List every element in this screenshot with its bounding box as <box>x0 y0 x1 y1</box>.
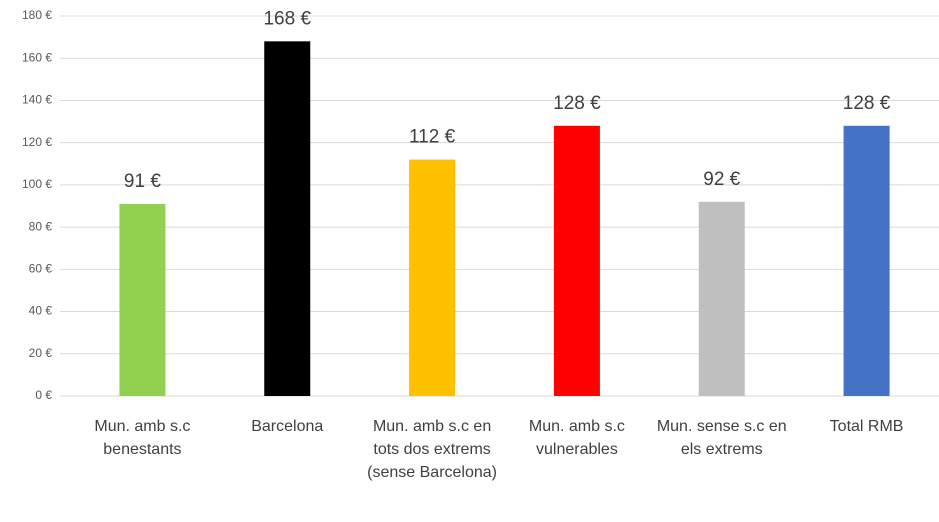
value-label: 168 € <box>263 8 311 29</box>
bar <box>698 201 745 396</box>
y-tick-label: 80 € <box>29 219 53 233</box>
y-tick-label: 0 € <box>35 388 52 402</box>
value-label: 112 € <box>409 127 456 148</box>
y-tick-label: 40 € <box>29 304 53 318</box>
bar <box>409 159 456 396</box>
bar <box>264 41 311 396</box>
x-tick-label: Mun. amb s.c en tots dos extrems (sense … <box>367 418 497 481</box>
bar <box>119 203 166 396</box>
value-label: 92 € <box>703 169 740 190</box>
value-label: 128 € <box>553 93 601 114</box>
bar <box>843 125 890 397</box>
y-tick-label: 180 € <box>22 8 52 22</box>
bar <box>553 125 600 397</box>
value-label: 91 € <box>124 171 161 192</box>
x-tick-label: Mun. sense s.c en els extrems <box>656 418 787 458</box>
x-tick-label: Total RMB <box>829 418 904 435</box>
y-tick-label: 20 € <box>29 346 53 360</box>
x-tick-label: Mun. amb s.c benestants <box>94 418 191 458</box>
y-tick-label: 120 € <box>22 135 52 149</box>
x-tick-label: Mun. amb s.c vulnerables <box>528 418 625 458</box>
y-tick-label: 60 € <box>29 262 53 276</box>
y-tick-label: 140 € <box>22 93 52 107</box>
x-tick-label: Barcelona <box>251 418 324 435</box>
value-label: 128 € <box>843 93 891 114</box>
y-tick-label: 160 € <box>22 50 52 64</box>
y-tick-label: 100 € <box>22 177 52 191</box>
